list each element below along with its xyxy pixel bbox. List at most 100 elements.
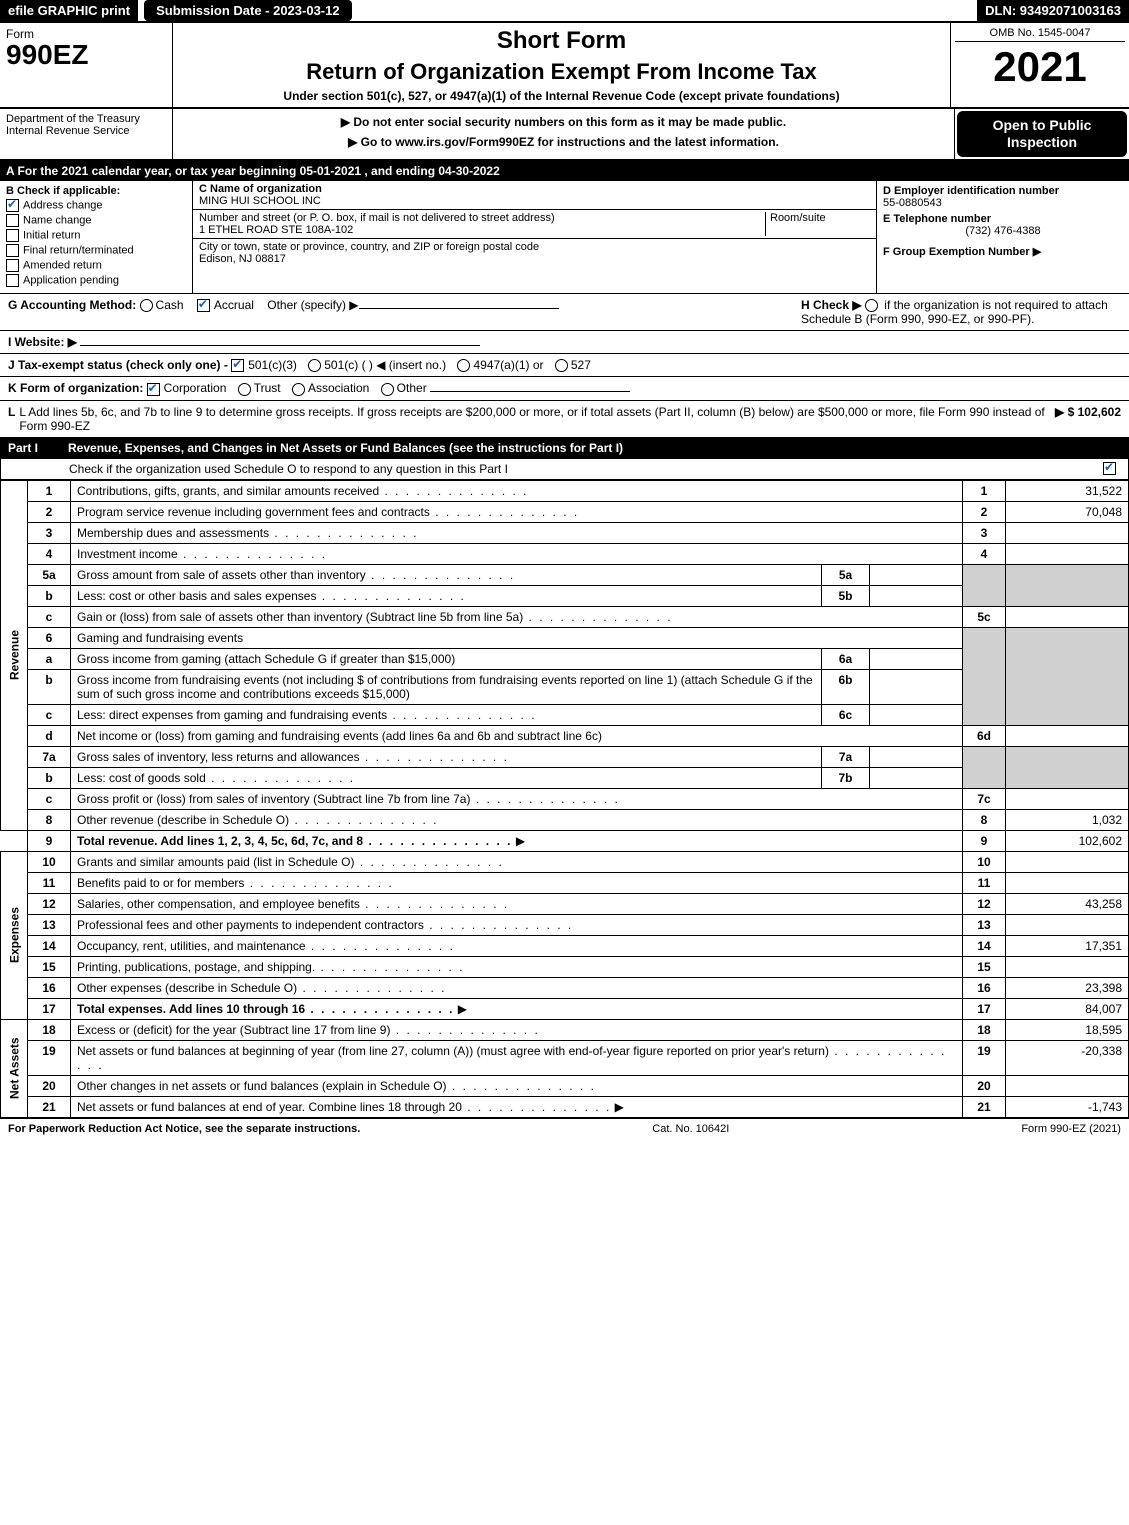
line-21-amount: -1,743 (1006, 1096, 1129, 1117)
box-c: C Name of organization MING HUI SCHOOL I… (193, 181, 877, 293)
radio-icon[interactable] (140, 299, 153, 312)
check-amended[interactable]: Amended return (6, 259, 186, 272)
org-name-row: C Name of organization MING HUI SCHOOL I… (193, 181, 876, 210)
other-org-input[interactable] (430, 391, 630, 392)
telephone: (732) 476-4388 (883, 225, 1123, 237)
org-name-label: C Name of organization (199, 183, 870, 195)
checkbox-icon[interactable] (147, 383, 160, 396)
checkbox-icon[interactable] (6, 199, 19, 212)
h-label: H Check ▶ (801, 298, 862, 312)
catalog-number: Cat. No. 10642I (652, 1123, 729, 1135)
city: Edison, NJ 08817 (199, 253, 870, 265)
page-footer: For Paperwork Reduction Act Notice, see … (0, 1118, 1129, 1139)
box-b: B Check if applicable: Address change Na… (0, 181, 193, 293)
omb-number: OMB No. 1545-0047 (955, 27, 1125, 42)
tax-year: 2021 (955, 46, 1125, 88)
box-d: D Employer identification number 55-0880… (877, 181, 1129, 293)
line-12-amount: 43,258 (1006, 893, 1129, 914)
efile-label: efile GRAPHIC print (0, 0, 138, 21)
sub-header: Department of the Treasury Internal Reve… (0, 109, 1129, 161)
expenses-rotated: Expenses (1, 851, 28, 1019)
line-18-amount: 18,595 (1006, 1019, 1129, 1040)
checkbox-icon[interactable] (6, 229, 19, 242)
website-input[interactable] (80, 345, 480, 346)
radio-icon[interactable] (865, 299, 878, 312)
goto-link[interactable]: ▶ Go to www.irs.gov/Form990EZ for instru… (179, 135, 948, 149)
check-initial[interactable]: Initial return (6, 229, 186, 242)
other-specify-input[interactable] (359, 308, 559, 309)
row-l: L L Add lines 5b, 6c, and 7b to line 9 t… (0, 401, 1129, 438)
checkbox-icon[interactable] (6, 244, 19, 257)
row-j: J Tax-exempt status (check only one) - 5… (0, 354, 1129, 377)
header-right: OMB No. 1545-0047 2021 (950, 23, 1129, 107)
form-number: 990EZ (6, 41, 166, 69)
return-title: Return of Organization Exempt From Incom… (179, 59, 944, 85)
line-9-amount: 102,602 (1006, 830, 1129, 851)
l-text: L Add lines 5b, 6c, and 7b to line 9 to … (19, 405, 1055, 433)
i-label: I Website: ▶ (8, 335, 77, 349)
checkbox-icon[interactable] (6, 259, 19, 272)
line-8-amount: 1,032 (1006, 809, 1129, 830)
section-a: A For the 2021 calendar year, or tax yea… (0, 161, 1129, 181)
radio-icon[interactable] (457, 359, 470, 372)
line-17-amount: 84,007 (1006, 998, 1129, 1019)
radio-icon[interactable] (381, 383, 394, 396)
short-form-title: Short Form (179, 27, 944, 55)
pra-notice: For Paperwork Reduction Act Notice, see … (8, 1123, 360, 1135)
city-row: City or town, state or province, country… (193, 239, 876, 267)
no-ssn: ▶ Do not enter social security numbers o… (179, 115, 948, 129)
box-b-title: B Check if applicable: (6, 185, 186, 197)
instructions: ▶ Do not enter social security numbers o… (173, 109, 954, 159)
ein-label: D Employer identification number (883, 185, 1123, 197)
netassets-rotated: Net Assets (1, 1019, 28, 1117)
check-name[interactable]: Name change (6, 214, 186, 227)
submission-date: Submission Date - 2023-03-12 (144, 0, 352, 21)
k-label: K Form of organization: (8, 381, 143, 395)
line-14-amount: 17,351 (1006, 935, 1129, 956)
check-final[interactable]: Final return/terminated (6, 244, 186, 257)
row-k: K Form of organization: Corporation Trus… (0, 377, 1129, 400)
group-exemption: F Group Exemption Number ▶ (883, 245, 1123, 258)
check-address[interactable]: Address change (6, 199, 186, 212)
dept-label: Department of the Treasury Internal Reve… (0, 109, 173, 159)
open-inspection: Open to Public Inspection (957, 111, 1127, 157)
part-1-table: Revenue 1 Contributions, gifts, grants, … (0, 480, 1129, 1118)
row-g-h: G Accounting Method: Cash Accrual Other … (0, 294, 1129, 331)
street-row: Number and street (or P. O. box, if mail… (193, 210, 876, 239)
radio-icon[interactable] (292, 383, 305, 396)
checkbox-icon[interactable] (6, 274, 19, 287)
j-label: J Tax-exempt status (check only one) - (8, 358, 228, 372)
ein: 55-0880543 (883, 197, 1123, 209)
street-label: Number and street (or P. O. box, if mail… (199, 212, 555, 224)
line-2-amount: 70,048 (1006, 501, 1129, 522)
line-16-amount: 23,398 (1006, 977, 1129, 998)
part-title: Revenue, Expenses, and Changes in Net As… (68, 441, 623, 455)
tel-label: E Telephone number (883, 213, 1123, 225)
part-1-header: Part I Revenue, Expenses, and Changes in… (0, 438, 1129, 458)
street: 1 ETHEL ROAD STE 108A-102 (199, 224, 765, 236)
radio-icon[interactable] (555, 359, 568, 372)
checkbox-icon[interactable] (197, 299, 210, 312)
top-bar: efile GRAPHIC print Submission Date - 20… (0, 0, 1129, 23)
l-amount: ▶ $ 102,602 (1055, 405, 1121, 433)
schedule-o-check: Check if the organization used Schedule … (9, 462, 1103, 476)
line-19-amount: -20,338 (1006, 1040, 1129, 1075)
radio-icon[interactable] (308, 359, 321, 372)
line-1-amount: 31,522 (1006, 480, 1129, 501)
checkbox-icon[interactable] (1103, 462, 1116, 475)
identity-box: B Check if applicable: Address change Na… (0, 181, 1129, 294)
under-section: Under section 501(c), 527, or 4947(a)(1)… (179, 89, 944, 103)
org-name: MING HUI SCHOOL INC (199, 195, 870, 207)
arrow-icon: ▶ (516, 834, 525, 848)
city-label: City or town, state or province, country… (199, 241, 870, 253)
g-label: G Accounting Method: (8, 298, 136, 312)
form-ref: Form 990-EZ (2021) (1021, 1123, 1121, 1135)
check-pending[interactable]: Application pending (6, 274, 186, 287)
form-header: Form 990EZ Short Form Return of Organiza… (0, 23, 1129, 109)
radio-icon[interactable] (238, 383, 251, 396)
checkbox-icon[interactable] (231, 359, 244, 372)
room-suite: Room/suite (765, 212, 870, 236)
checkbox-icon[interactable] (6, 214, 19, 227)
header-center: Short Form Return of Organization Exempt… (173, 23, 950, 107)
part-label: Part I (8, 441, 68, 455)
